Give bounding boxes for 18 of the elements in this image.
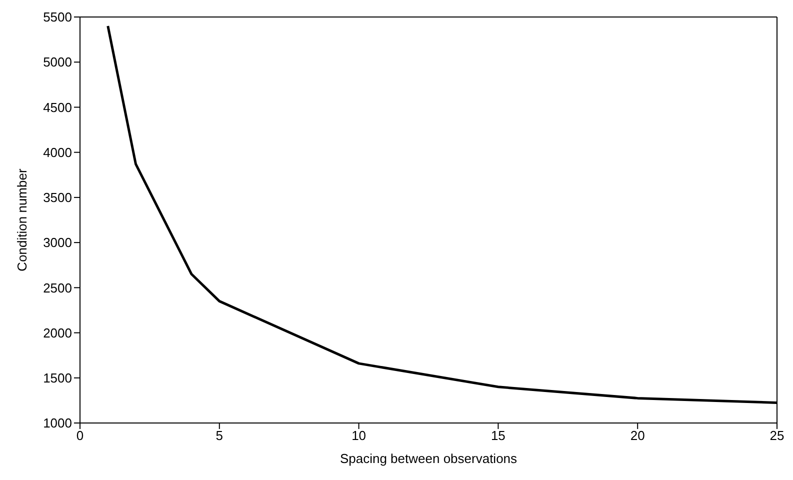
- x-tick-label: 25: [770, 428, 784, 444]
- x-axis-title: Spacing between observations: [340, 451, 518, 466]
- y-tick-label: 3000: [43, 235, 72, 250]
- y-tick-label: 2000: [43, 325, 72, 340]
- x-tick-label: 0: [76, 428, 84, 444]
- x-tick-label: 5: [216, 428, 224, 444]
- x-tick-label: 10: [352, 428, 366, 444]
- x-tick-label: 15: [490, 428, 506, 444]
- y-tick-label: 1000: [43, 416, 72, 431]
- y-axis-title: Condition number: [14, 168, 30, 272]
- y-tick-label: 2500: [43, 280, 72, 296]
- y-tick-label: 3500: [43, 190, 72, 206]
- y-tick-label: 4000: [43, 144, 72, 160]
- x-tick-label: 20: [630, 428, 645, 444]
- y-tick-label: 5000: [43, 54, 72, 70]
- y-tick-label: 1500: [43, 370, 72, 386]
- y-tick-label: 4500: [43, 100, 72, 115]
- y-tick-label: 5500: [43, 10, 72, 25]
